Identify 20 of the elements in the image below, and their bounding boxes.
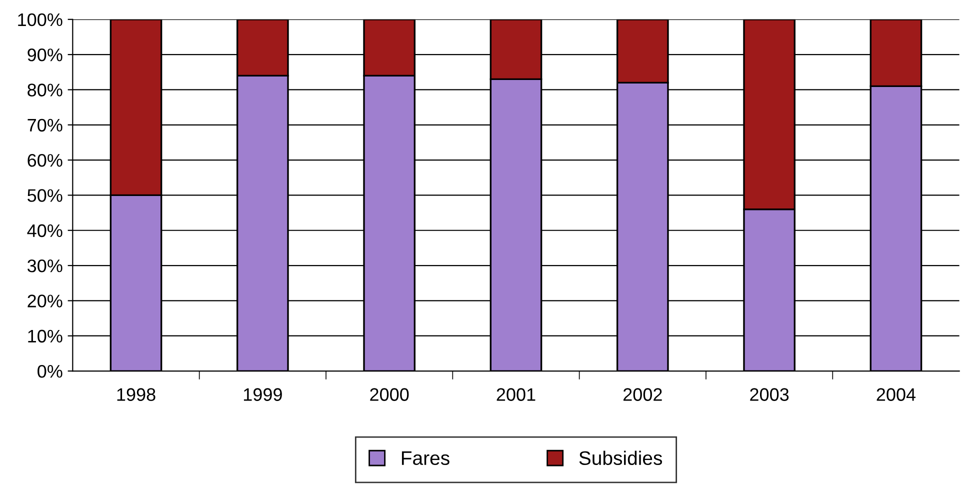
y-tick-label: 80% (28, 84, 62, 96)
y-tick-label: 60% (28, 154, 62, 167)
x-tick-label: 2003 (750, 388, 789, 401)
y-tick-label: 50% (28, 189, 62, 202)
y-tick-label: 90% (28, 48, 62, 62)
y-tick-label: 20% (28, 294, 62, 308)
y-tick-label: 0% (38, 364, 62, 378)
legend-label: Subsidies (579, 450, 662, 466)
x-tick-label: 2001 (496, 388, 536, 401)
y-tick-label: 30% (28, 259, 62, 272)
x-tick-label: 2000 (370, 388, 409, 401)
x-tick-label: 2004 (876, 388, 916, 401)
y-tick-label: 40% (27, 224, 62, 238)
x-tick-label: 1999 (244, 388, 282, 401)
x-tick-label: 2002 (623, 388, 662, 401)
legend-label: Fares (402, 451, 450, 466)
x-tick-label: 1998 (117, 388, 156, 401)
y-tick-label: 10% (28, 330, 62, 343)
y-tick-label: 100% (18, 13, 62, 26)
y-tick-label: 70% (28, 118, 62, 132)
